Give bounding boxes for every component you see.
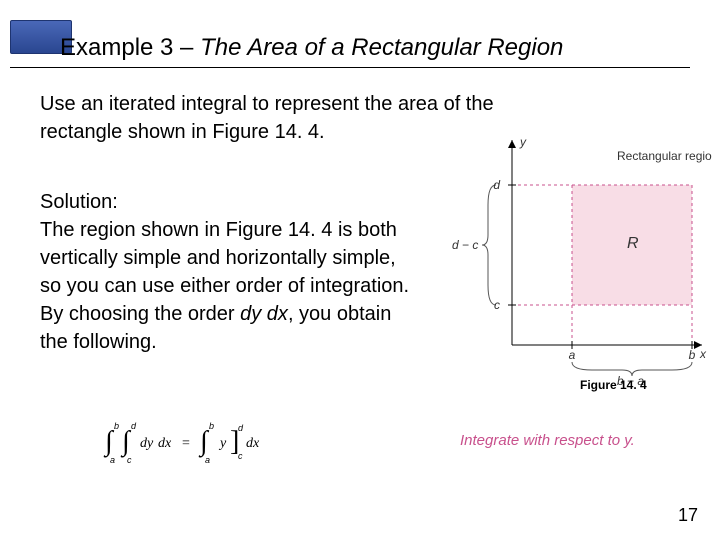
sol4c: , you obtain: [288, 303, 391, 325]
svg-text:b: b: [114, 421, 119, 431]
svg-text:dx: dx: [246, 436, 260, 451]
solution-line-3: so you can use either order of integrati…: [40, 272, 435, 300]
solution-heading: Solution:: [40, 188, 435, 216]
integrate-a: Integrate with respect to: [460, 432, 624, 449]
d-label: d: [493, 178, 500, 192]
svg-text:dx: dx: [158, 436, 172, 451]
a-label: a: [569, 348, 576, 362]
svg-text:d: d: [238, 423, 244, 433]
intro-line-1: Use an iterated integral to represent th…: [40, 90, 600, 118]
rectangle-region-svg: Rectangular region R y x d c a b d − c b…: [452, 130, 712, 385]
solution-line-2: vertically simple and horizontally simpl…: [40, 244, 435, 272]
svg-text:y: y: [218, 436, 227, 451]
sol4a: By choosing the order: [40, 303, 240, 325]
solution-block: Solution: The region shown in Figure 14.…: [40, 188, 435, 356]
svg-text:c: c: [127, 455, 132, 465]
svg-text:c: c: [238, 451, 243, 461]
title-text-span: Example 3 – The Area of a Rectangular Re…: [60, 34, 563, 61]
solution-line-4: By choosing the order dy dx, you obtain: [40, 300, 435, 328]
x-axis-label: x: [699, 347, 707, 361]
solution-line-1: The region shown in Figure 14. 4 is both: [40, 216, 435, 244]
region-label: Rectangular region: [617, 149, 712, 163]
equation: ∫ b a ∫ d c dy dx = ∫ b a y ] d c dx: [100, 415, 320, 470]
solution-line-5: the following.: [40, 328, 435, 356]
page-number: 17: [678, 505, 698, 526]
r-label: R: [627, 235, 639, 252]
y-axis-label: y: [519, 135, 527, 149]
figure-caption: Figure 14. 4: [580, 378, 647, 392]
equation-svg: ∫ b a ∫ d c dy dx = ∫ b a y ] d c dx: [100, 415, 330, 470]
integrate-c: .: [631, 432, 635, 449]
svg-text:a: a: [110, 455, 115, 465]
slide-title: Example 3 – The Area of a Rectangular Re…: [60, 34, 563, 62]
title-bar: Example 3 – The Area of a Rectangular Re…: [10, 20, 690, 68]
figure-diagram: Rectangular region R y x d c a b d − c b…: [452, 130, 712, 385]
svg-text:a: a: [205, 455, 210, 465]
b-label: b: [689, 348, 696, 362]
sol4b: dy dx: [240, 303, 288, 325]
integrate-note: Integrate with respect to y.: [460, 432, 635, 449]
c-label: c: [494, 298, 500, 312]
svg-text:b: b: [209, 421, 214, 431]
svg-text:d: d: [131, 421, 137, 431]
svg-text:=: =: [182, 436, 190, 451]
svg-text:dy: dy: [140, 436, 154, 451]
dc-label: d − c: [452, 238, 478, 252]
